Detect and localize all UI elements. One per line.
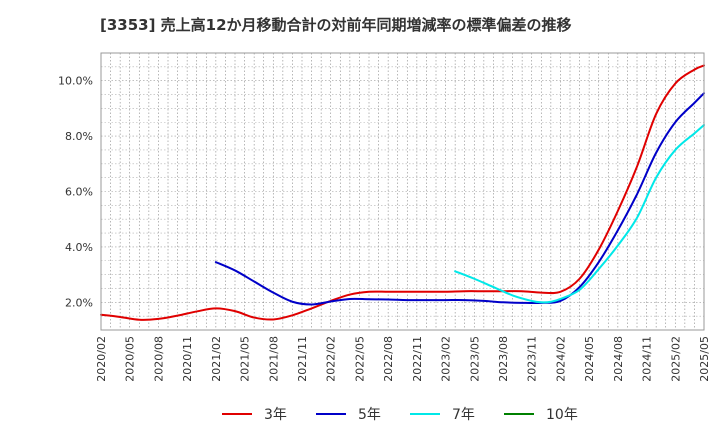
x-tick-label: 2025/05	[698, 336, 711, 382]
series-line-3年	[100, 64, 705, 321]
x-tick-label: 2024/08	[612, 336, 625, 382]
x-tick-label: 2023/05	[468, 336, 481, 382]
legend-label: 10年	[546, 407, 578, 423]
y-tick-label: 2.0%	[65, 296, 93, 309]
x-tick-label: 2020/11	[181, 336, 194, 382]
legend-label: 3年	[264, 407, 287, 423]
y-tick-label: 8.0%	[65, 130, 93, 143]
y-tick-label: 6.0%	[65, 186, 93, 199]
x-tick-label: 2023/08	[497, 336, 510, 382]
x-tick-label: 2024/02	[554, 336, 567, 382]
x-tick-label: 2022/05	[353, 336, 366, 382]
series-lines	[100, 64, 705, 321]
x-tick-label: 2022/08	[382, 336, 395, 382]
series-line-5年	[214, 92, 705, 306]
grid	[101, 53, 704, 330]
x-tick-label: 2020/02	[95, 336, 108, 382]
y-axis-ticks: 2.0% 4.0% 6.0% 8.0% 10.0%	[58, 75, 93, 310]
x-tick-label: 2023/02	[440, 336, 453, 382]
x-tick-label: 2021/11	[296, 336, 309, 382]
x-tick-label: 2024/11	[641, 336, 654, 382]
legend-label: 7年	[452, 407, 475, 423]
x-tick-label: 2021/08	[267, 336, 280, 382]
plot-frame	[100, 52, 705, 331]
x-tick-label: 2025/02	[669, 336, 682, 382]
x-tick-label: 2023/11	[526, 336, 539, 382]
legend-label: 5年	[358, 407, 381, 423]
x-axis-ticks: 2020/02 2020/05 2020/08 2020/11 2021/02 2021/…	[95, 336, 711, 382]
y-tick-label: 4.0%	[65, 241, 93, 254]
x-tick-label: 2020/08	[152, 336, 165, 382]
legend: 3年 5年 7年 10年	[222, 407, 578, 423]
series-line-7年	[454, 124, 705, 304]
chart-title: [3353] 売上高12か月移動合計の対前年同期増減率の標準偏差の推移	[100, 16, 572, 34]
x-tick-label: 2022/02	[325, 336, 338, 382]
x-tick-label: 2020/05	[124, 336, 137, 382]
x-tick-label: 2021/05	[239, 336, 252, 382]
x-tick-label: 2022/11	[411, 336, 424, 382]
x-tick-label: 2024/05	[583, 336, 596, 382]
y-tick-label: 10.0%	[58, 75, 93, 88]
x-tick-label: 2021/02	[210, 336, 223, 382]
